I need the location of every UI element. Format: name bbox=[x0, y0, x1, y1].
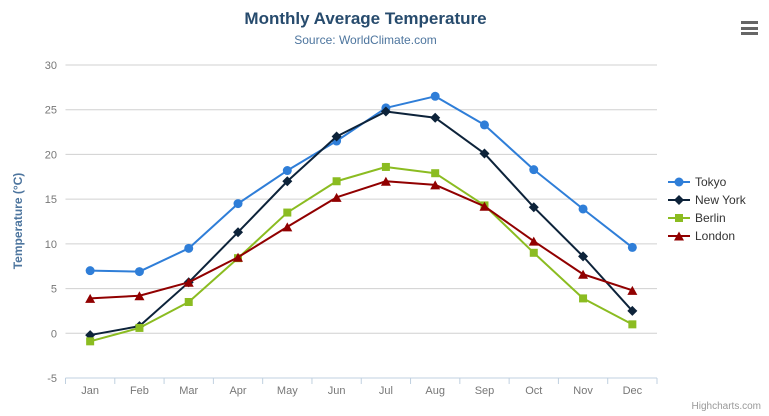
y-axis-label: 0 bbox=[51, 328, 57, 340]
data-point-berlin[interactable] bbox=[381, 162, 390, 171]
x-axis-label: Jan bbox=[81, 385, 99, 397]
x-axis-label: Sep bbox=[475, 385, 495, 397]
hamburger-icon bbox=[741, 26, 758, 30]
data-point-london[interactable] bbox=[134, 291, 145, 301]
chart-title: Monthly Average Temperature bbox=[244, 9, 487, 28]
data-point-tokyo[interactable] bbox=[134, 267, 144, 277]
data-point-london[interactable] bbox=[528, 236, 539, 246]
data-point-london[interactable] bbox=[282, 222, 293, 232]
x-axis-label: Nov bbox=[573, 385, 593, 397]
diamond-marker-icon bbox=[668, 195, 690, 205]
data-point-new-york[interactable] bbox=[578, 251, 589, 262]
y-axis-label: 25 bbox=[45, 105, 57, 117]
y-axis-label: 20 bbox=[45, 149, 57, 161]
triangle-marker-icon bbox=[668, 231, 690, 241]
circle-marker-icon bbox=[668, 177, 690, 187]
legend-label: Tokyo bbox=[695, 175, 727, 189]
x-axis-label: Dec bbox=[623, 385, 643, 397]
data-point-tokyo[interactable] bbox=[529, 165, 539, 175]
data-point-berlin[interactable] bbox=[628, 320, 637, 329]
legend-item-new-york[interactable]: New York bbox=[667, 193, 746, 207]
data-point-berlin[interactable] bbox=[184, 297, 193, 306]
series-line-new-york bbox=[89, 110, 634, 337]
x-axis-label: Apr bbox=[229, 385, 246, 397]
series-line-tokyo bbox=[89, 95, 634, 273]
data-point-tokyo[interactable] bbox=[85, 266, 95, 276]
legend-label: New York bbox=[695, 193, 746, 207]
data-point-tokyo[interactable] bbox=[233, 199, 243, 209]
series-line-london bbox=[89, 180, 634, 300]
data-point-tokyo[interactable] bbox=[479, 120, 489, 130]
data-point-tokyo[interactable] bbox=[430, 91, 440, 101]
export-menu-button[interactable] bbox=[741, 21, 758, 35]
data-point-new-york[interactable] bbox=[528, 202, 539, 213]
data-point-new-york[interactable] bbox=[479, 148, 490, 159]
data-point-new-york[interactable] bbox=[627, 305, 638, 316]
x-axis-label: Feb bbox=[130, 385, 149, 397]
data-point-berlin[interactable] bbox=[283, 208, 292, 217]
x-axis-label: Jun bbox=[328, 385, 346, 397]
legend-label: Berlin bbox=[695, 211, 726, 225]
data-point-london[interactable] bbox=[85, 293, 96, 303]
legend-item-berlin[interactable]: Berlin bbox=[667, 211, 746, 225]
x-axis-label: Oct bbox=[525, 385, 542, 397]
data-point-tokyo[interactable] bbox=[627, 242, 637, 252]
x-axis-label: Aug bbox=[425, 385, 445, 397]
y-axis-label: 5 bbox=[51, 284, 57, 296]
square-marker-icon bbox=[668, 214, 690, 222]
data-point-berlin[interactable] bbox=[332, 177, 341, 186]
data-point-london[interactable] bbox=[430, 180, 441, 190]
data-point-new-york[interactable] bbox=[430, 112, 441, 123]
data-point-berlin[interactable] bbox=[135, 323, 144, 332]
legend-item-london[interactable]: London bbox=[667, 229, 746, 243]
y-axis-label: 30 bbox=[45, 60, 57, 72]
x-axis-label: May bbox=[277, 385, 298, 397]
data-point-berlin[interactable] bbox=[431, 169, 440, 178]
y-axis-label: -5 bbox=[47, 373, 57, 385]
chart-subtitle: Source: WorldClimate.com bbox=[294, 33, 437, 47]
legend: Tokyo New York Berlin London bbox=[667, 175, 746, 243]
y-axis-label: 15 bbox=[45, 194, 57, 206]
data-point-london[interactable] bbox=[627, 285, 638, 295]
data-point-new-york[interactable] bbox=[380, 106, 391, 117]
data-point-tokyo[interactable] bbox=[184, 243, 194, 253]
data-point-berlin[interactable] bbox=[86, 337, 95, 346]
hamburger-icon bbox=[741, 32, 758, 35]
data-point-london[interactable] bbox=[331, 192, 342, 202]
x-axis-label: Jul bbox=[379, 385, 393, 397]
hamburger-icon bbox=[741, 21, 758, 24]
data-point-new-york[interactable] bbox=[331, 131, 342, 142]
highcharts-credits-link[interactable]: Highcharts.com bbox=[691, 401, 761, 412]
y-axis-label: 10 bbox=[45, 239, 57, 251]
data-point-london[interactable] bbox=[233, 252, 244, 262]
data-point-tokyo[interactable] bbox=[578, 204, 588, 214]
y-axis-title: Temperature (°C) bbox=[11, 173, 25, 270]
data-point-london[interactable] bbox=[578, 269, 589, 279]
data-point-london[interactable] bbox=[380, 176, 391, 186]
data-point-london[interactable] bbox=[183, 277, 194, 287]
legend-label: London bbox=[695, 229, 736, 243]
legend-item-tokyo[interactable]: Tokyo bbox=[667, 175, 746, 189]
data-point-berlin[interactable] bbox=[579, 294, 588, 303]
data-point-tokyo[interactable] bbox=[282, 166, 292, 176]
data-point-new-york[interactable] bbox=[282, 176, 293, 187]
data-point-berlin[interactable] bbox=[529, 248, 538, 257]
data-point-london[interactable] bbox=[479, 201, 490, 211]
series-line-berlin bbox=[89, 165, 634, 343]
data-point-new-york[interactable] bbox=[233, 227, 244, 238]
x-axis-label: Mar bbox=[179, 385, 198, 397]
